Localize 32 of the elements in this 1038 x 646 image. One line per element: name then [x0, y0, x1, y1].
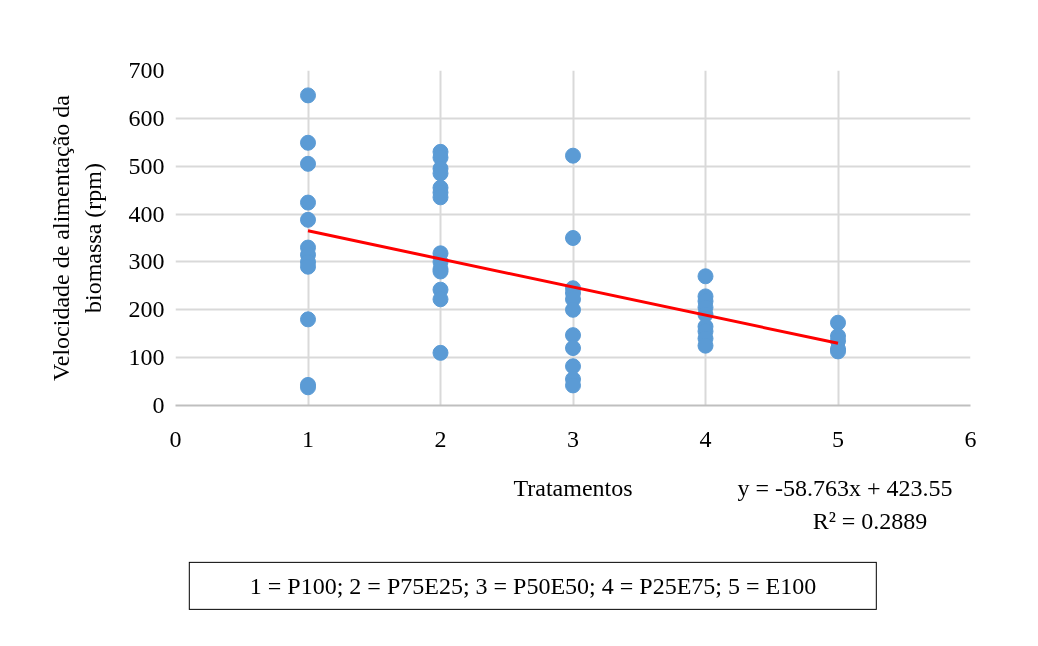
y-tick-label: 600 [128, 104, 165, 131]
y-tick-label: 200 [128, 296, 165, 323]
y-tick-label: 100 [128, 344, 165, 371]
point [565, 147, 581, 164]
point [432, 344, 449, 361]
point [565, 340, 581, 357]
x-tick-label: 1 [302, 425, 314, 452]
text: y = -58.763x + 423.55 [737, 473, 953, 503]
x-tick-label: 2 [434, 425, 447, 452]
y-tick-label: 0 [152, 392, 165, 418]
y-tick-label: 700 [128, 57, 165, 83]
x-axis-title: Tratamentos [513, 473, 633, 503]
y-tick-label: 500 [128, 152, 165, 179]
x-tick-label: 0 [169, 425, 182, 452]
point [830, 314, 846, 331]
x-tick-label: 6 [964, 425, 977, 452]
y-tick-label: 400 [128, 200, 165, 227]
x-tick-label: 4 [699, 425, 712, 452]
point [565, 230, 581, 246]
x-tick-label: 3 [567, 425, 579, 452]
point [300, 311, 316, 328]
text: 1 = P100; 2 = P75E25; 3 = P50E50; 4 = P25E75; 5 = E100 [188, 561, 878, 611]
y-tick-label: 300 [128, 248, 165, 275]
x-tick-label: 5 [832, 425, 844, 452]
point [697, 268, 714, 285]
point [300, 155, 316, 172]
y-axis-title: Velocidade de alimentação da biomassa (rpm) [48, 94, 106, 381]
point [300, 211, 316, 228]
text: R² = 0.2889 [812, 506, 928, 536]
point [300, 134, 316, 151]
point [300, 194, 316, 211]
point [300, 87, 316, 104]
